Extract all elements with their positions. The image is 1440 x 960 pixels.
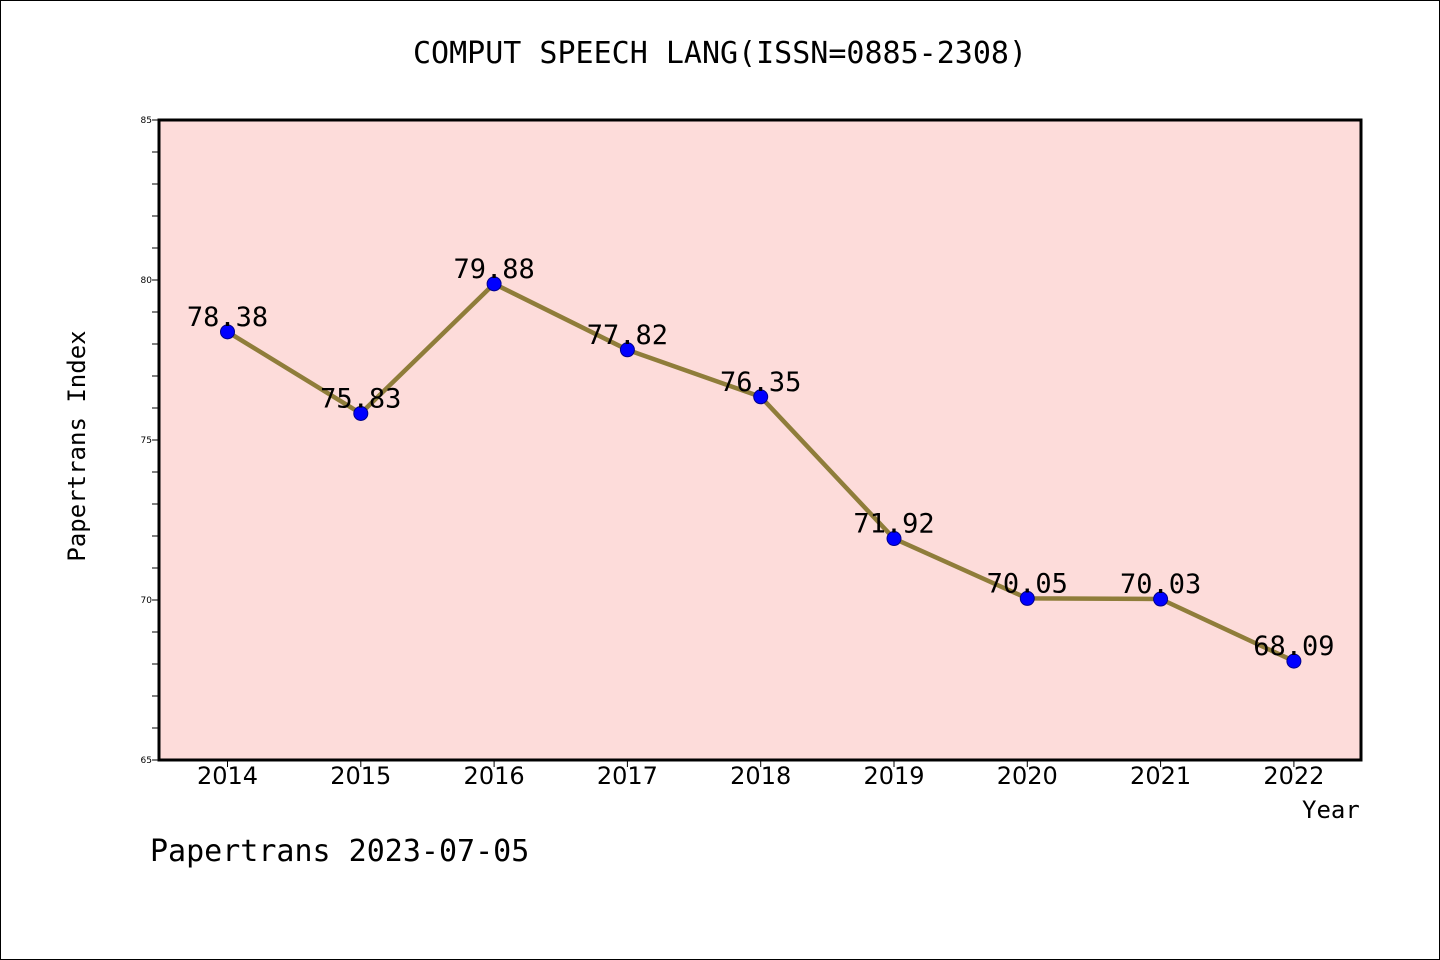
data-point <box>1019 590 1035 606</box>
data-point <box>753 389 769 405</box>
data-label: 70.05 <box>987 568 1068 599</box>
data-point <box>1153 591 1169 607</box>
data-label: 70.03 <box>1120 569 1201 600</box>
x-tick-label: 2014 <box>197 762 258 790</box>
x-tick-label: 2020 <box>997 762 1058 790</box>
data-label: 76.35 <box>720 367 801 398</box>
x-tick-label: 2021 <box>1130 762 1191 790</box>
chart-title: COMPUT SPEECH LANG(ISSN=0885-2308) <box>412 36 1028 71</box>
data-point <box>886 531 902 547</box>
x-tick-label: 2016 <box>464 762 525 790</box>
x-tick-label: 2019 <box>863 762 924 790</box>
data-point <box>619 342 635 358</box>
data-point <box>1286 653 1302 669</box>
plot-border <box>157 118 1363 762</box>
data-label: 77.82 <box>587 320 668 351</box>
data-label: 71.92 <box>853 509 934 540</box>
data-point <box>486 276 502 292</box>
data-label: 79.88 <box>453 254 534 285</box>
x-axis-label: Year <box>1302 796 1360 824</box>
data-point <box>220 324 235 340</box>
y-tick-label: 70 <box>141 596 153 606</box>
data-label: 75.83 <box>320 383 401 414</box>
y-tick-label: 65 <box>141 756 152 766</box>
y-tick-label: 80 <box>141 276 153 286</box>
x-tick-label: 2015 <box>330 762 391 790</box>
x-tick-label: 2018 <box>730 762 791 790</box>
footer-watermark: Papertrans 2023-07-05 <box>150 834 530 869</box>
y-tick-label: 75 <box>141 436 152 446</box>
data-label: 68.09 <box>1253 631 1334 662</box>
data-point <box>353 405 369 421</box>
y-tick-label: 85 <box>141 116 152 126</box>
plot-area <box>159 120 1361 760</box>
x-tick-label: 2017 <box>597 762 658 790</box>
data-label: 78.38 <box>187 302 268 333</box>
x-tick-label: 2022 <box>1263 762 1324 790</box>
